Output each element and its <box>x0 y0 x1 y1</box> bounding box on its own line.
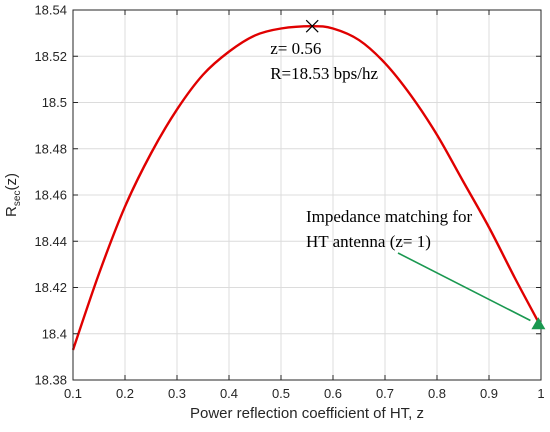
y-tick-label: 18.48 <box>34 141 67 156</box>
tick-layer: 0.1 0.2 0.3 0.4 0.5 0.6 0.7 0.8 0.9 1 18.38 18.4 18.… <box>34 3 544 402</box>
y-axis-label: Rsec(z) <box>3 173 23 217</box>
x-tick-label: 0.7 <box>376 386 394 401</box>
x-tick-label: 0.4 <box>220 386 238 401</box>
x-tick-label: 0.6 <box>324 386 342 401</box>
x-tick-label: 0.2 <box>116 386 134 401</box>
y-tick-label: 18.4 <box>42 326 67 341</box>
y-axis-label-main: R <box>3 206 20 217</box>
x-tick-label: 0.8 <box>428 386 446 401</box>
x-tick-label: 0.3 <box>168 386 186 401</box>
impedance-annotation-line1: Impedance matching for <box>306 207 472 226</box>
y-tick-label: 18.42 <box>34 280 67 295</box>
impedance-marker <box>531 317 546 330</box>
y-tick-label: 18.5 <box>42 95 67 110</box>
marker-layer <box>305 19 546 330</box>
y-tick-label: 18.46 <box>34 188 67 203</box>
y-tick-label: 18.52 <box>34 49 67 64</box>
y-tick-label: 18.44 <box>34 234 67 249</box>
annotation-arrow <box>397 252 531 322</box>
impedance-annotation-line2: HT antenna (z= 1) <box>306 232 431 251</box>
x-axis-label: Power reflection coefficient of HT, z <box>190 405 424 422</box>
x-tick-label: 0.9 <box>480 386 498 401</box>
y-axis-label-tail: (z) <box>3 173 20 191</box>
x-tick-label: 1 <box>537 386 544 401</box>
x-tick-label: 0.1 <box>64 386 82 401</box>
y-tick-label: 18.54 <box>34 3 67 18</box>
max-annotation-z: z= 0.56 <box>270 39 321 58</box>
x-tick-label: 0.5 <box>272 386 290 401</box>
y-axis-label-sub: sec <box>12 191 23 207</box>
max-annotation-r: R=18.53 bps/hz <box>270 64 378 83</box>
max-marker <box>305 19 319 33</box>
y-tick-label: 18.38 <box>34 373 67 388</box>
